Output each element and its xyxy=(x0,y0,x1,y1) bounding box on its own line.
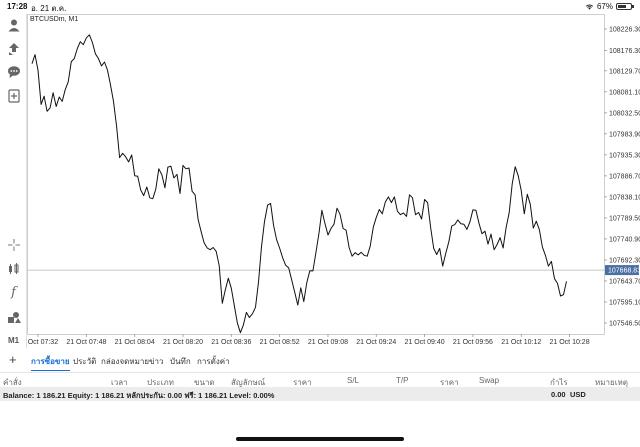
y-tick-label: 108129.70 xyxy=(609,68,640,75)
y-tick-label: 107935.30 xyxy=(609,152,640,159)
y-tick-label: 107595.10 xyxy=(609,299,640,306)
current-price-marker xyxy=(605,265,639,276)
y-tick-label: 107692.30 xyxy=(609,257,640,264)
y-tick-label: 107740.90 xyxy=(609,236,640,243)
tab-trade[interactable]: การซื้อขาย xyxy=(31,357,70,371)
tab-settings[interactable]: การตั้งค่า xyxy=(197,357,230,366)
battery-icon xyxy=(616,3,634,10)
col-comment: หมายเหตุ xyxy=(595,378,628,387)
status-time: 17:28 xyxy=(7,2,28,11)
y-tick-label: 108081.10 xyxy=(609,89,640,96)
col-volume: ขนาด xyxy=(194,378,215,387)
col-order: คำสั่ง xyxy=(3,378,22,387)
tab-bar: + การซื้อขาย ประวัติ กล่องจดหมาย ข่าว บั… xyxy=(0,352,640,371)
x-tick-label: 21 Oct 07:48 xyxy=(66,339,106,346)
function-icon[interactable]: f xyxy=(11,285,16,300)
plot-frame xyxy=(27,14,605,335)
col-current-price: ราคา xyxy=(440,378,459,387)
price-chart[interactable]: 108226.30 108176.30 108129.70 108081.10 1080… xyxy=(27,14,640,348)
account-currency: USD xyxy=(570,390,586,399)
add-icon[interactable]: + xyxy=(9,352,17,367)
trade-table-header: คำสั่ง เวลา ประเภท ขนาด สัญลักษณ์ ราคา S… xyxy=(0,372,640,387)
x-tick-label: 21 Oct 09:40 xyxy=(405,339,445,346)
x-tick-label: 21 Oct 09:24 xyxy=(356,339,396,346)
chart-canvas[interactable]: 108226.30 108176.30 108129.70 108081.10 1080… xyxy=(27,14,640,348)
balance-summary: Balance: 1 186.21 Equity: 1 186.21 หลักป… xyxy=(3,391,275,400)
crosshair-icon[interactable] xyxy=(5,236,22,253)
price-series-line xyxy=(31,34,567,334)
y-tick-label: 107983.90 xyxy=(609,131,640,138)
y-tick-label: 108226.30 xyxy=(609,27,640,34)
y-tick-label: 108176.30 xyxy=(609,48,640,55)
timeframe-button[interactable]: M1 xyxy=(7,336,20,345)
x-tick-label: 21 Oct 08:04 xyxy=(115,339,155,346)
battery-percent: 67% xyxy=(596,2,613,11)
left-toolbar: f M1 xyxy=(0,14,27,348)
tab-history[interactable]: ประวัติ xyxy=(73,357,97,366)
col-price: ราคา xyxy=(293,378,312,387)
x-tick-label: 21 Oct 07:32 xyxy=(27,339,58,346)
x-tick-label: 21 Oct 09:56 xyxy=(453,339,493,346)
status-bar: 17:28 อ. 21 ต.ค. 67% xyxy=(0,0,640,14)
x-tick-label: 21 Oct 08:20 xyxy=(163,339,203,346)
x-tick-label: 21 Oct 09:08 xyxy=(308,339,348,346)
y-tick-label: 107546.50 xyxy=(609,321,640,328)
x-tick-label: 21 Oct 08:36 xyxy=(211,339,251,346)
tab-news[interactable]: ข่าว xyxy=(149,357,164,366)
home-indicator xyxy=(236,437,404,441)
tab-mailbox[interactable]: กล่องจดหมาย xyxy=(101,357,150,366)
y-tick-label: 107886.70 xyxy=(609,173,640,180)
status-date: อ. 21 ต.ค. xyxy=(31,4,67,13)
total-profit: 0.00 xyxy=(551,390,566,399)
col-swap: Swap xyxy=(479,376,500,385)
col-type: ประเภท xyxy=(147,378,174,387)
col-time: เวลา xyxy=(111,378,128,387)
col-sl: S/L xyxy=(347,376,360,385)
y-tick-label: 107643.70 xyxy=(609,278,640,285)
x-tick-label: 21 Oct 10:28 xyxy=(550,339,590,346)
trade-arrows-icon[interactable] xyxy=(5,40,22,57)
indicators-icon[interactable] xyxy=(5,260,22,277)
objects-icon[interactable] xyxy=(5,308,22,325)
balance-bar: Balance: 1 186.21 Equity: 1 186.21 หลักป… xyxy=(0,387,640,401)
chart-symbol: BTCUSDm, M1 xyxy=(30,16,79,23)
x-tick-label: 21 Oct 10:12 xyxy=(501,339,541,346)
new-order-icon[interactable] xyxy=(5,87,22,104)
col-symbol: สัญลักษณ์ xyxy=(231,378,266,387)
y-tick-label: 107789.50 xyxy=(609,215,640,222)
account-icon[interactable] xyxy=(5,16,22,33)
wifi-icon xyxy=(585,4,594,10)
x-tick-label: 21 Oct 08:52 xyxy=(260,339,300,346)
col-profit: กำไร xyxy=(550,378,568,387)
y-tick-label: 108032.50 xyxy=(609,110,640,117)
col-tp: T/P xyxy=(396,376,409,385)
tab-journal[interactable]: บันทึก xyxy=(170,357,191,366)
current-price-label: 107668.83 xyxy=(608,268,640,275)
chat-icon[interactable] xyxy=(5,63,22,80)
y-tick-label: 107838.10 xyxy=(609,194,640,201)
